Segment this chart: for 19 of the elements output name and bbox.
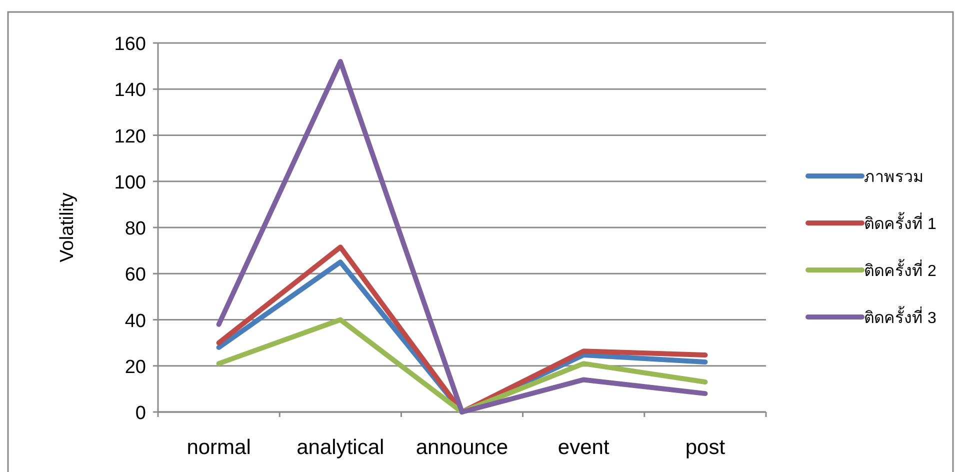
legend-label: ติดครั้งที่ 2	[864, 259, 936, 280]
y-axis-title: Volatility	[57, 192, 78, 262]
x-tick-label: analytical	[296, 436, 384, 459]
y-tick-label: 20	[124, 356, 146, 378]
y-tick-label: 140	[114, 80, 146, 102]
y-tick-label: 60	[124, 264, 146, 286]
y-tick-label: 80	[124, 218, 146, 240]
x-tick-label: post	[685, 436, 726, 459]
y-tick-label: 0	[135, 403, 146, 424]
x-tick-label: announce	[416, 436, 508, 459]
y-tick-label: 40	[124, 310, 146, 332]
y-tick-label: 160	[114, 34, 146, 55]
legend-label: ติดครั้งที่ 1	[864, 212, 936, 233]
legend-label: ภาพรวม	[864, 169, 924, 186]
x-tick-label: event	[558, 436, 610, 459]
x-tick-label: normal	[186, 436, 251, 459]
y-tick-label: 120	[114, 126, 146, 148]
y-tick-label: 100	[114, 172, 146, 194]
legend-label: ติดครั้งที่ 3	[864, 306, 936, 327]
